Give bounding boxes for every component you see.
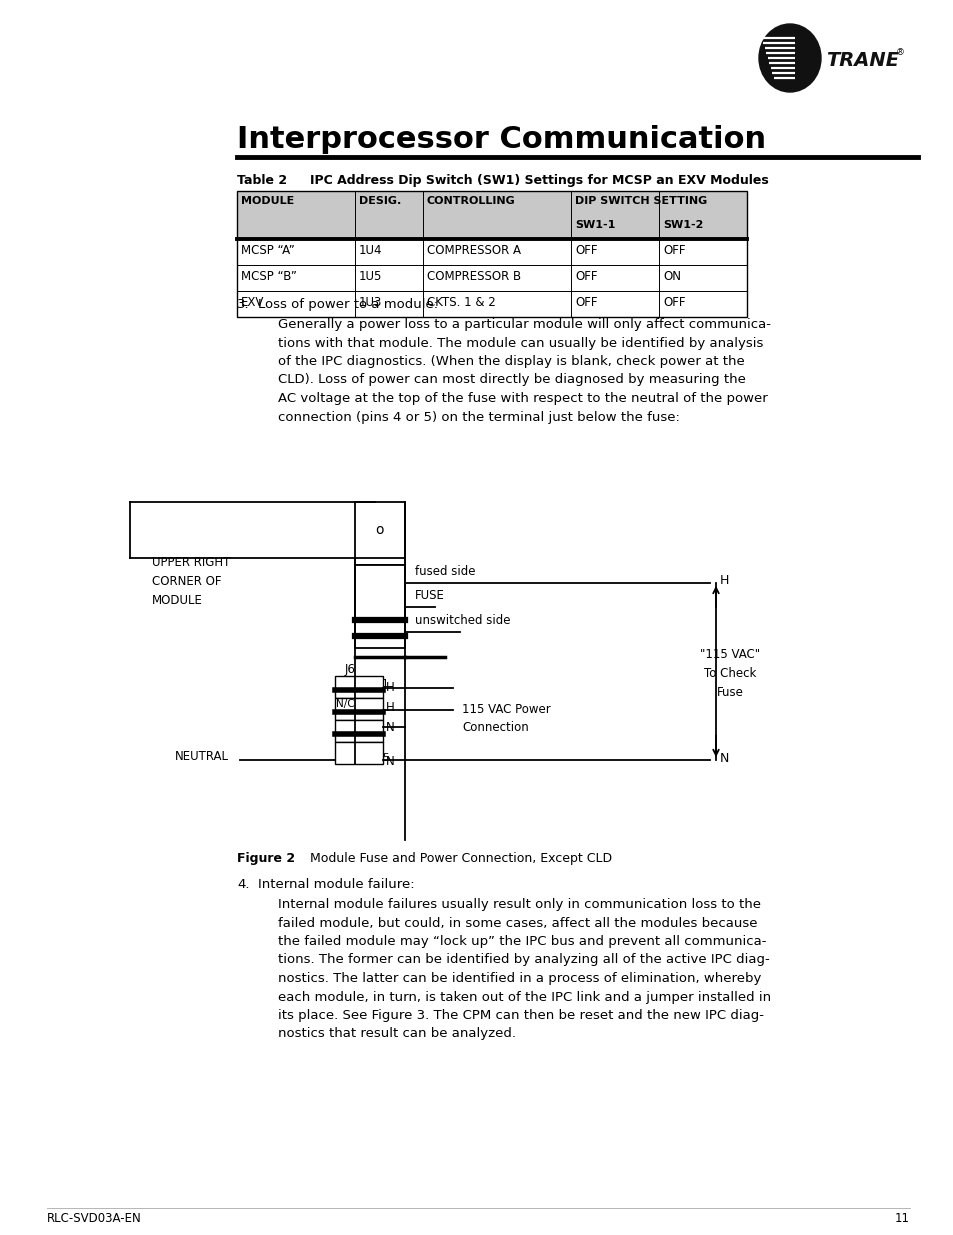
Text: H: H xyxy=(386,701,395,714)
Text: DIP SWITCH SETTING: DIP SWITCH SETTING xyxy=(575,196,706,206)
Text: N/C: N/C xyxy=(335,699,355,709)
Bar xyxy=(355,501,405,564)
Text: 1: 1 xyxy=(381,679,388,689)
Text: FUSE: FUSE xyxy=(415,589,444,601)
Bar xyxy=(335,720,382,742)
Text: H: H xyxy=(386,680,395,694)
Text: CKTS. 1 & 2: CKTS. 1 & 2 xyxy=(427,296,496,309)
Text: H: H xyxy=(720,573,729,587)
Text: N: N xyxy=(386,721,395,734)
Text: NEUTRAL: NEUTRAL xyxy=(174,751,229,763)
Text: 4.: 4. xyxy=(236,878,250,890)
Text: SW1-1: SW1-1 xyxy=(575,220,615,230)
Text: OFF: OFF xyxy=(575,296,597,309)
Text: OFF: OFF xyxy=(662,296,685,309)
Text: 1U5: 1U5 xyxy=(358,270,382,283)
Text: EXV: EXV xyxy=(241,296,264,309)
Text: Interprocessor Communication: Interprocessor Communication xyxy=(236,125,765,154)
Text: fused side: fused side xyxy=(415,564,475,578)
Text: IPC Address Dip Switch (SW1) Settings for MCSP an EXV Modules: IPC Address Dip Switch (SW1) Settings fo… xyxy=(310,174,768,186)
Bar xyxy=(355,564,405,648)
Text: CONTROLLING: CONTROLLING xyxy=(427,196,516,206)
Text: 5: 5 xyxy=(381,753,388,763)
Text: TRANE: TRANE xyxy=(825,51,898,69)
Text: Internal module failures usually result only in communication loss to the
failed: Internal module failures usually result … xyxy=(277,898,770,1041)
Text: N: N xyxy=(720,752,729,764)
Bar xyxy=(335,698,382,720)
Text: MCSP “B”: MCSP “B” xyxy=(241,270,296,283)
Bar xyxy=(335,742,382,764)
Text: ON: ON xyxy=(662,270,680,283)
Bar xyxy=(236,191,746,317)
Text: OFF: OFF xyxy=(575,245,597,257)
Text: COMPRESSOR B: COMPRESSOR B xyxy=(427,270,520,283)
Text: MCSP “A”: MCSP “A” xyxy=(241,245,294,257)
Text: o: o xyxy=(375,522,384,537)
Text: Table 2: Table 2 xyxy=(236,174,287,186)
Text: SW1-2: SW1-2 xyxy=(662,220,702,230)
Text: "115 VAC"
To Check
Fuse: "115 VAC" To Check Fuse xyxy=(700,648,760,699)
Text: Figure 2: Figure 2 xyxy=(236,852,294,864)
Text: Loss of power to a module:: Loss of power to a module: xyxy=(257,298,437,311)
Bar xyxy=(335,676,382,698)
Text: N: N xyxy=(386,755,395,768)
Text: ®: ® xyxy=(895,48,904,58)
Text: 1U3: 1U3 xyxy=(358,296,382,309)
Text: UPPER RIGHT
CORNER OF
MODULE: UPPER RIGHT CORNER OF MODULE xyxy=(152,556,230,606)
Text: 115 VAC Power
Connection: 115 VAC Power Connection xyxy=(461,703,550,734)
Text: 1U4: 1U4 xyxy=(358,245,382,257)
Text: OFF: OFF xyxy=(575,270,597,283)
Text: 11: 11 xyxy=(894,1212,909,1224)
Text: Generally a power loss to a particular module will only affect communica-
tions : Generally a power loss to a particular m… xyxy=(277,317,770,424)
Text: 3.: 3. xyxy=(236,298,250,311)
Bar xyxy=(236,191,746,240)
Text: COMPRESSOR A: COMPRESSOR A xyxy=(427,245,520,257)
Text: DESIG.: DESIG. xyxy=(358,196,401,206)
Text: RLC-SVD03A-EN: RLC-SVD03A-EN xyxy=(47,1212,142,1224)
Text: J6: J6 xyxy=(345,663,355,676)
Text: MODULE: MODULE xyxy=(241,196,294,206)
Text: Module Fuse and Power Connection, Except CLD: Module Fuse and Power Connection, Except… xyxy=(310,852,612,864)
Text: unswitched side: unswitched side xyxy=(415,614,510,627)
Text: Internal module failure:: Internal module failure: xyxy=(257,878,415,890)
Ellipse shape xyxy=(759,23,821,91)
Text: OFF: OFF xyxy=(662,245,685,257)
